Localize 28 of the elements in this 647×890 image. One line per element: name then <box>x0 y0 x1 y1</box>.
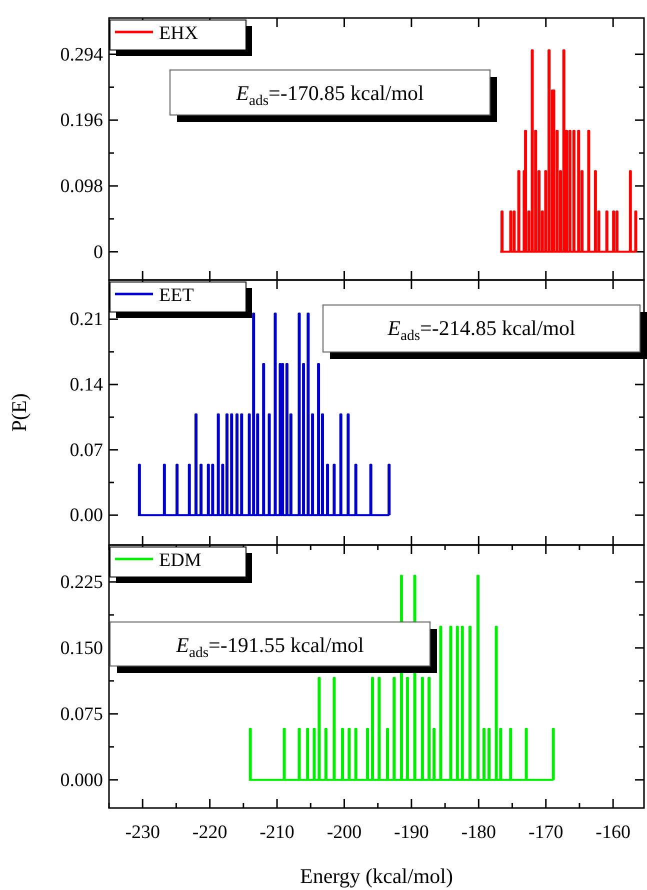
legend-label: EET <box>159 285 194 306</box>
y-tick-label: 0.07 <box>70 440 103 461</box>
x-tick-label: -190 <box>394 822 429 843</box>
x-tick-label: -230 <box>125 822 160 843</box>
x-tick-label: -220 <box>192 822 228 843</box>
y-tick-label: 0.294 <box>60 44 104 66</box>
y-axis-title: P(E) <box>7 393 31 432</box>
y-tick-label: 0.000 <box>60 770 103 791</box>
y-tick-label: 0.075 <box>60 704 103 725</box>
annotation: E$_{ads}$=-191.55 kcal/mol <box>175 633 364 660</box>
y-tick-label: 0.00 <box>70 505 103 526</box>
y-tick-label: 0.196 <box>60 110 103 132</box>
annotation: E$_{ads}$=-214.85 kcal/mol <box>386 316 576 344</box>
x-tick-label: -160 <box>596 822 630 843</box>
y-tick-label: 0.21 <box>70 309 103 330</box>
x-axis-title: Energy (kcal/mol) <box>300 864 453 888</box>
x-tick-label: -170 <box>528 822 564 843</box>
y-tick-label: 0 <box>94 242 103 263</box>
x-tick-label: -210 <box>260 822 294 843</box>
y-tick-label: 0.14 <box>70 374 104 396</box>
x-tick-label: -200 <box>326 822 362 843</box>
legend-label: EHX <box>159 23 198 44</box>
y-tick-label: 0.098 <box>60 176 103 197</box>
legend-label: EDM <box>159 550 202 571</box>
y-tick-label: 0.150 <box>60 638 103 659</box>
x-tick-label: -180 <box>461 822 496 843</box>
y-tick-label: 0.225 <box>60 572 103 593</box>
annotation: E$_{ads}$=-170.85 kcal/mol <box>235 81 424 108</box>
